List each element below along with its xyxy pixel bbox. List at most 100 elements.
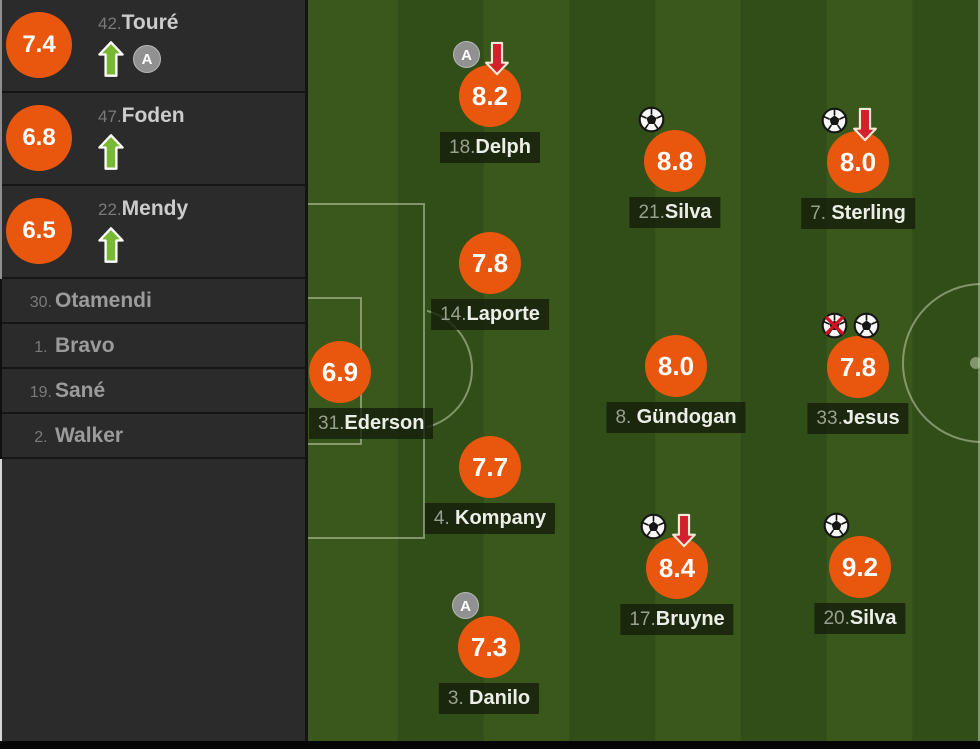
bench-player-row-otamendi[interactable]: 30. Otamendi bbox=[0, 279, 305, 324]
player-name: Jesus bbox=[842, 407, 900, 429]
player-name: Gündogan bbox=[636, 406, 737, 428]
sub-rating-circle: 6.8 bbox=[6, 105, 72, 171]
player-label: 8. Gündogan bbox=[606, 402, 746, 433]
player-name: Mendy bbox=[121, 197, 189, 220]
player-event-icons bbox=[821, 107, 877, 142]
goal-ball-icon bbox=[853, 312, 880, 339]
player-chip-jesus[interactable]: 7.8 33.Jesus bbox=[807, 336, 909, 434]
shirt-number: 47. bbox=[98, 107, 122, 126]
player-name: Danilo bbox=[469, 687, 531, 709]
bench-player-icons bbox=[98, 133, 305, 171]
shirt-number: 19. bbox=[29, 383, 52, 401]
bench-player-row-walker[interactable]: 2. Walker bbox=[0, 414, 305, 459]
bench-player-name: 42.Touré bbox=[98, 11, 305, 35]
shirt-number: 21. bbox=[638, 202, 665, 223]
bench-player-name: 30. Otamendi bbox=[0, 289, 152, 313]
player-name: Laporte bbox=[466, 303, 540, 325]
bench-player-row-tour[interactable]: 7.4 42.Touré A bbox=[0, 0, 305, 93]
shirt-number: 14. bbox=[440, 304, 467, 325]
player-rating-circle: 8.0 bbox=[827, 131, 889, 193]
player-name: Bruyne bbox=[655, 608, 725, 630]
bench-player-name: 1. Bravo bbox=[0, 333, 115, 358]
bottom-bar bbox=[0, 741, 980, 749]
shirt-number: 31. bbox=[318, 413, 345, 434]
player-name: Sterling bbox=[831, 202, 906, 224]
player-chip-kompany[interactable]: 7.7 4. Kompany bbox=[424, 436, 556, 534]
shirt-number: 30. bbox=[29, 293, 52, 311]
player-label: 14.Laporte bbox=[431, 299, 549, 330]
penalty-missed-icon bbox=[821, 312, 848, 339]
player-rating-circle: 8.0 bbox=[645, 335, 707, 397]
player-chip-silva[interactable]: 8.8 21.Silva bbox=[629, 130, 721, 228]
player-label: 4. Kompany bbox=[424, 503, 556, 534]
bench-sidebar: 7.4 42.Touré A 6.8 47.Foden 6.5 22.Mendy… bbox=[0, 0, 308, 741]
shirt-number: 18. bbox=[449, 137, 476, 158]
shirt-number: 8. bbox=[615, 407, 637, 428]
player-label: 7. Sterling bbox=[801, 198, 915, 229]
sidebar-scroll-edge bbox=[0, 0, 2, 279]
shirt-number: 2. bbox=[34, 428, 52, 446]
player-chip-delph[interactable]: A 8.2 18.Delph bbox=[440, 41, 540, 163]
player-name: Foden bbox=[121, 104, 185, 127]
bench-player-row-san[interactable]: 19. Sané bbox=[0, 369, 305, 414]
goal-ball-icon bbox=[821, 107, 848, 134]
player-event-icons: A bbox=[452, 592, 479, 619]
player-rating-circle: 7.7 bbox=[459, 436, 521, 498]
sub-on-arrow-icon bbox=[98, 227, 124, 263]
shirt-number: 33. bbox=[816, 408, 843, 429]
player-name: Silva bbox=[849, 607, 897, 629]
halfway-line bbox=[978, 0, 980, 741]
bench-player-row-foden[interactable]: 6.8 47.Foden bbox=[0, 93, 305, 186]
player-chip-danilo[interactable]: A 7.3 3. Danilo bbox=[438, 592, 540, 714]
sub-rating-circle: 6.5 bbox=[6, 198, 72, 264]
shirt-number: 22. bbox=[98, 200, 122, 219]
player-event-icons: A bbox=[453, 41, 509, 76]
bench-player-name: 19. Sané bbox=[0, 379, 105, 403]
player-label: 33.Jesus bbox=[807, 403, 909, 434]
bench-player-icons: A bbox=[98, 40, 305, 78]
player-name: Delph bbox=[475, 136, 531, 158]
player-rating-circle: 7.3 bbox=[458, 616, 520, 678]
pitch: 6.9 31.Ederson A 8.2 18.Delph 7.8 14.Lap… bbox=[308, 0, 980, 741]
goal-ball-icon bbox=[638, 106, 665, 133]
shirt-number: 3. bbox=[447, 688, 469, 709]
player-chip-silva[interactable]: 9.2 20.Silva bbox=[814, 536, 906, 634]
player-label: 3. Danilo bbox=[438, 683, 540, 714]
bench-player-row-bravo[interactable]: 1. Bravo bbox=[0, 324, 305, 369]
player-label: 21.Silva bbox=[629, 197, 721, 228]
player-label: 18.Delph bbox=[440, 132, 540, 163]
player-name: Walker bbox=[55, 423, 124, 447]
sidebar-scroll-edge bbox=[0, 459, 2, 741]
player-name: Otamendi bbox=[55, 288, 152, 312]
player-name: Bravo bbox=[55, 333, 115, 357]
player-rating-circle: 6.9 bbox=[309, 341, 371, 403]
bench-player-name: 47.Foden bbox=[98, 104, 305, 128]
sub-on-arrow-icon bbox=[98, 134, 124, 170]
shirt-number: 17. bbox=[629, 609, 656, 630]
shirt-number: 20. bbox=[823, 608, 850, 629]
bench-player-row-mendy[interactable]: 6.5 22.Mendy bbox=[0, 186, 305, 279]
player-name: Sané bbox=[55, 378, 106, 402]
player-chip-gndogan[interactable]: 8.0 8. Gündogan bbox=[606, 335, 746, 433]
sub-on-arrow-icon bbox=[98, 41, 124, 77]
bench-player-name: 2. Walker bbox=[0, 424, 123, 448]
player-chip-sterling[interactable]: 8.0 7. Sterling bbox=[801, 131, 915, 229]
player-chip-ederson[interactable]: 6.9 31.Ederson bbox=[309, 341, 434, 439]
penalty-box-line bbox=[308, 203, 425, 539]
player-rating-circle: 7.8 bbox=[459, 232, 521, 294]
player-chip-laporte[interactable]: 7.8 14.Laporte bbox=[431, 232, 549, 330]
player-rating-circle: 8.4 bbox=[646, 537, 708, 599]
player-rating-circle: 8.8 bbox=[644, 130, 706, 192]
player-rating-circle: 9.2 bbox=[829, 536, 891, 598]
player-event-icons bbox=[821, 312, 880, 339]
player-label: 17.Bruyne bbox=[620, 604, 734, 635]
sub-off-arrow-icon bbox=[485, 41, 509, 76]
player-chip-bruyne[interactable]: 8.4 17.Bruyne bbox=[620, 537, 734, 635]
bench-player-icons bbox=[98, 226, 305, 264]
goal-ball-icon bbox=[640, 513, 667, 540]
player-event-icons bbox=[638, 106, 665, 133]
assist-badge-icon: A bbox=[133, 45, 161, 73]
player-name: Ederson bbox=[344, 412, 425, 434]
assist-badge-icon: A bbox=[453, 41, 480, 68]
